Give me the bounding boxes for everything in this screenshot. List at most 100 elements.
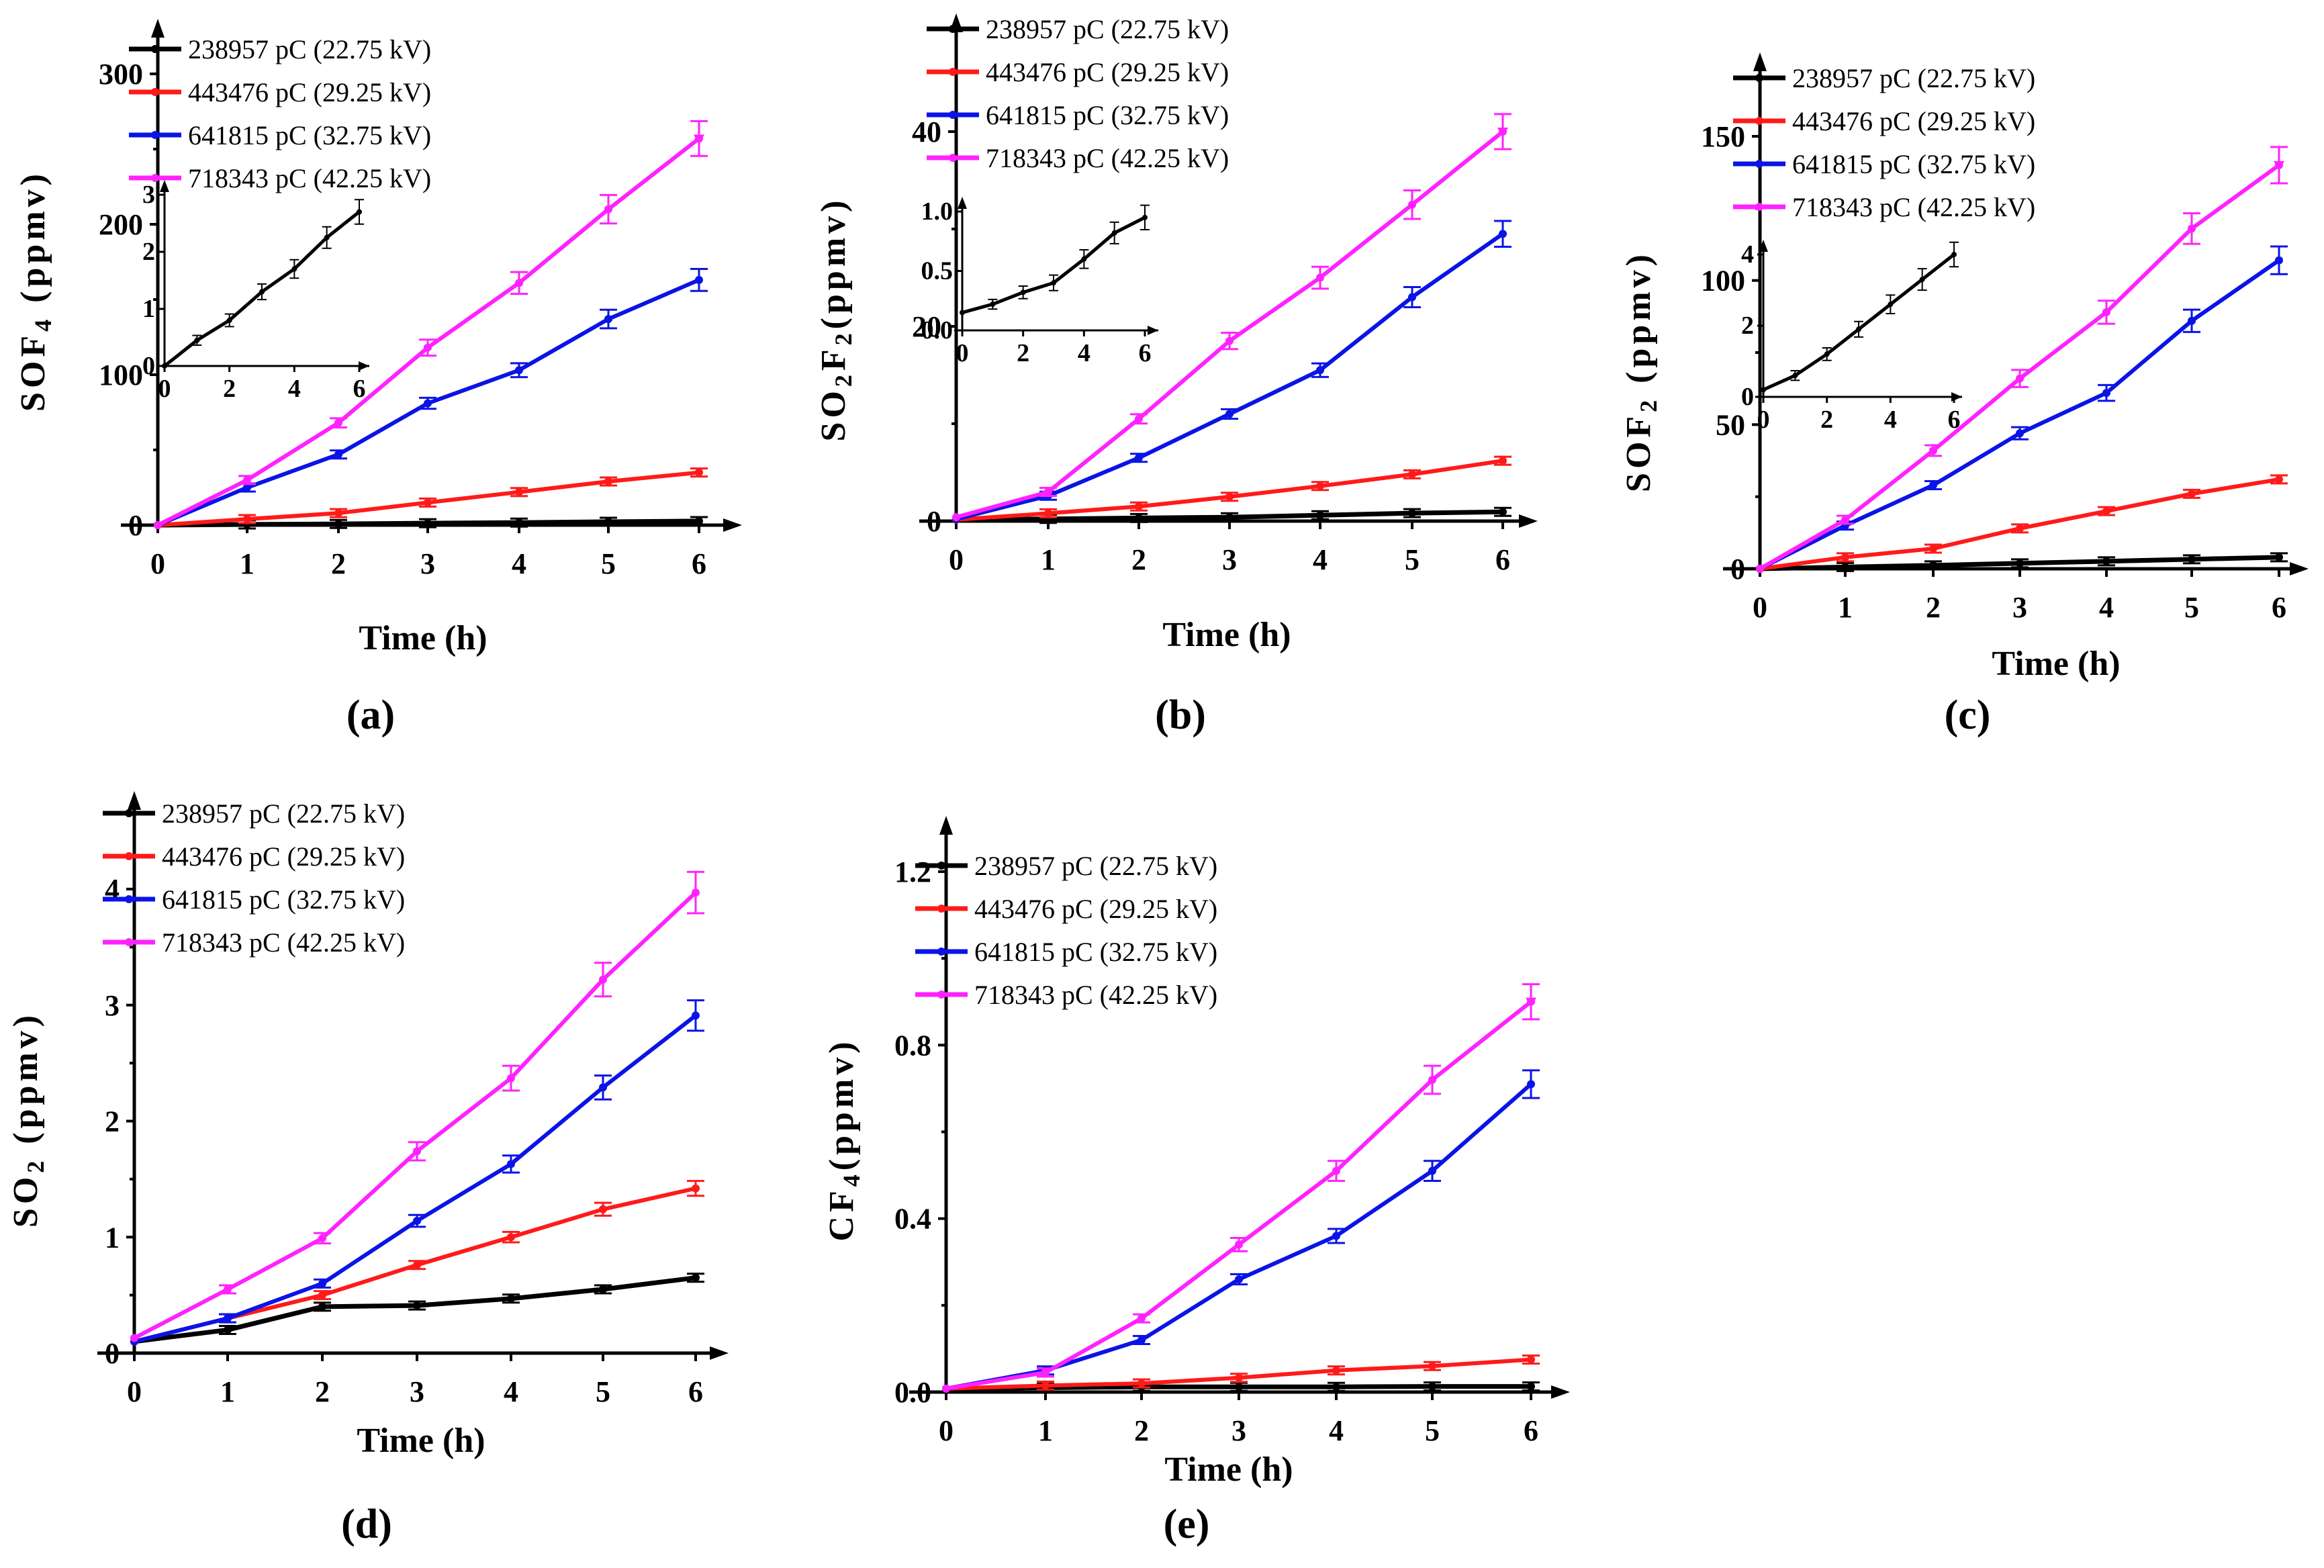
error-bar (1230, 1237, 1248, 1252)
error-bar (1311, 481, 1329, 492)
error-bar (1039, 487, 1057, 497)
y-tick-label: 100 (99, 359, 143, 391)
x-tick-label: 3 (410, 1375, 424, 1408)
error-bar (594, 1201, 612, 1217)
error-bar (594, 962, 612, 998)
inset-error-bar (1949, 241, 1959, 268)
x-axis-arrow (1551, 1385, 1570, 1399)
inset-y-tick-label: 0.5 (921, 257, 954, 285)
error-bar (1522, 1381, 1540, 1392)
series-line-4 (133, 890, 698, 1340)
inset-y-tick-label: 0.0 (921, 316, 954, 344)
error-bar (2183, 212, 2200, 245)
inset-x-tick-label: 6 (353, 375, 366, 403)
x-tick-label: 2 (1926, 591, 1941, 624)
inset-series-line (962, 216, 1146, 314)
error-bar (1328, 1228, 1345, 1244)
error-bar (1494, 506, 1512, 517)
data-point (942, 1384, 950, 1393)
legend-label: 641815 pC (32.75 kV) (986, 100, 1229, 130)
error-bar (1522, 1354, 1540, 1365)
inset-error-bar (322, 226, 332, 249)
y-tick-label: 40 (912, 116, 941, 148)
legend-marker (125, 938, 133, 946)
x-tick-label: 0 (127, 1375, 142, 1408)
y-tick-label: 150 (1701, 120, 1745, 153)
y-tick-label: 0 (927, 505, 941, 538)
error-bar (1230, 1373, 1248, 1383)
x-tick-label: 6 (1524, 1414, 1538, 1447)
error-bar (408, 1213, 426, 1228)
legend-marker (1755, 117, 1763, 125)
y-axis-label-part: 2 (1635, 396, 1662, 412)
legend-label: 443476 pC (29.25 kV) (974, 894, 1217, 924)
error-bar (1230, 1381, 1248, 1392)
x-tick-label: 1 (220, 1375, 235, 1408)
inset-error-bar (289, 259, 299, 279)
x-tick-label: 4 (1313, 543, 1328, 576)
inset-x-tick-label: 4 (1078, 339, 1090, 367)
error-bar (1311, 265, 1329, 290)
legend-marker (125, 809, 133, 817)
legend-marker (937, 948, 945, 956)
x-tick-label: 0 (949, 543, 964, 576)
legend-marker (949, 154, 957, 162)
error-bar (1424, 1160, 1441, 1182)
y-tick-label: 0 (105, 1337, 120, 1370)
inset-error-bar (1018, 285, 1028, 299)
error-bar (1494, 455, 1512, 466)
error-bar (1924, 543, 1942, 554)
error-bar (502, 1064, 520, 1092)
x-tick-label: 1 (1838, 591, 1853, 624)
inset-x-tick-label: 2 (1820, 406, 1833, 434)
inset-error-bar (1109, 221, 1119, 244)
series-line-4 (1759, 163, 2280, 571)
error-bar (1924, 444, 1942, 457)
y-axis-label-part: 2 (22, 1157, 49, 1173)
error-bar (330, 417, 347, 429)
x-tick-label: 3 (1222, 543, 1237, 576)
inset-error-bar (1854, 320, 1863, 338)
inset-x-arrow (359, 361, 369, 371)
legend-label: 443476 pC (29.25 kV) (986, 57, 1229, 87)
y-tick-label: 50 (1716, 408, 1745, 441)
y-tick-label: 0.8 (894, 1029, 931, 1062)
error-bar (1230, 1273, 1248, 1286)
inset-error-bar (1917, 268, 1927, 291)
legend-marker (937, 990, 945, 999)
legend-label: 443476 pC (29.25 kV) (1792, 106, 2035, 136)
error-bar (330, 508, 347, 518)
x-tick-label: 6 (1495, 543, 1510, 576)
y-axis-label-part: 4 (838, 1170, 865, 1187)
inset-x-tick-label: 0 (158, 375, 171, 403)
inset-y-tick-label: 0 (1741, 383, 1754, 411)
inset-x-tick-label: 2 (1017, 339, 1029, 367)
legend-marker (1755, 74, 1763, 82)
legend-label: 641815 pC (32.75 kV) (162, 884, 405, 915)
point-marker (2274, 160, 2284, 171)
x-tick-label: 3 (2012, 591, 2027, 624)
y-tick-label: 0 (1730, 553, 1745, 586)
inset-x-tick-label: 4 (1884, 406, 1897, 434)
error-bar (687, 999, 704, 1032)
x-tick-label: 2 (315, 1375, 330, 1408)
error-bar (1494, 220, 1512, 248)
inset-y-arrow (1759, 240, 1768, 252)
legend-marker (151, 131, 159, 139)
inset-error-bar (988, 298, 998, 310)
error-bar (408, 1300, 426, 1311)
inset-error-bar (1079, 249, 1089, 269)
x-tick-label: 5 (2184, 591, 2199, 624)
error-bar (1424, 1381, 1441, 1392)
error-bar (510, 362, 528, 379)
inset-chart: 0 2 4 0 2 4 6 (1741, 240, 1962, 434)
y-axis-label-part: SOF (1620, 412, 1658, 492)
error-bar (1403, 285, 1421, 309)
inset-y-tick-label: 1.0 (921, 197, 954, 226)
legend-label: 718343 pC (42.25 kV) (188, 163, 431, 193)
error-bar (1221, 332, 1238, 351)
